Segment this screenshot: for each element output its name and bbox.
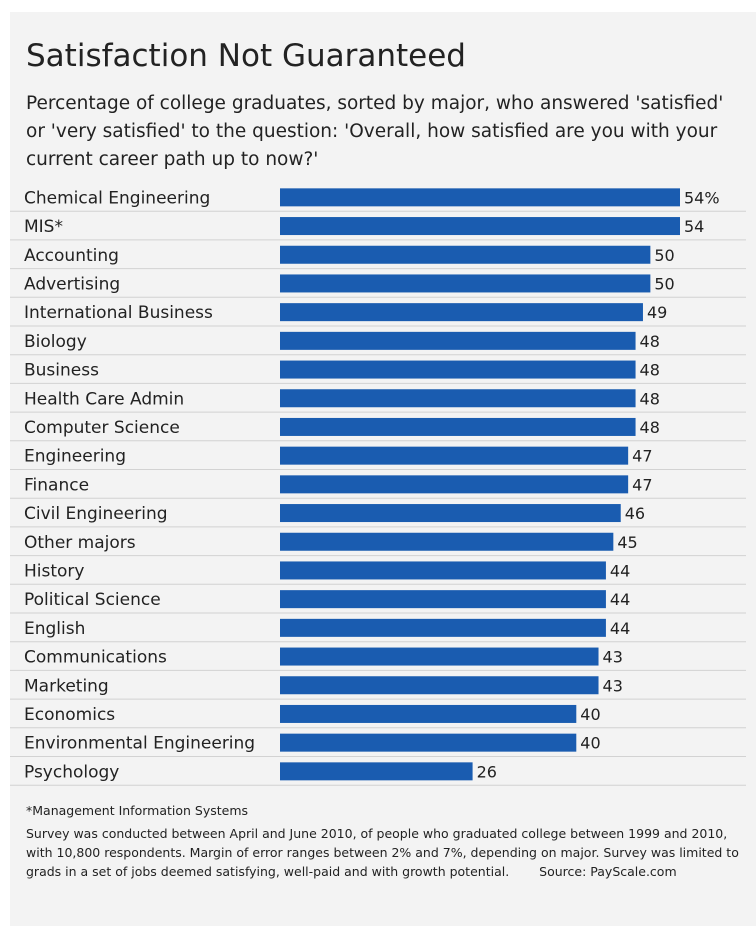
- bar: [280, 647, 599, 666]
- bar: [280, 446, 629, 465]
- category-label: Marketing: [24, 676, 109, 696]
- value-label: 50: [654, 246, 674, 265]
- bar: [280, 618, 606, 637]
- category-label: Advertising: [24, 274, 120, 294]
- category-label: Health Care Admin: [24, 389, 184, 409]
- bar: [280, 532, 614, 551]
- survey-notes: Survey was conducted between April and J…: [26, 824, 746, 881]
- category-label: Other majors: [24, 533, 136, 553]
- value-labels: 54%5450504948484848474746454444444343404…: [477, 188, 720, 781]
- category-label: Chemical Engineering: [24, 188, 210, 208]
- value-label: 40: [580, 705, 600, 724]
- bar: [280, 360, 636, 379]
- value-label: 49: [647, 303, 667, 322]
- value-label: 54: [684, 217, 704, 236]
- row-dividers: [10, 210, 746, 786]
- value-label: 48: [640, 361, 660, 380]
- category-label: Engineering: [24, 447, 126, 467]
- value-label: 48: [640, 389, 660, 408]
- value-label: 48: [640, 332, 660, 351]
- category-label: Communications: [24, 648, 167, 668]
- bar: [280, 389, 636, 408]
- bar: [280, 733, 577, 752]
- category-label: Political Science: [24, 590, 161, 610]
- footnote: *Management Information Systems: [26, 803, 249, 818]
- value-label: 26: [477, 762, 497, 781]
- value-label: 45: [617, 533, 637, 552]
- bar: [280, 704, 577, 723]
- value-label: 40: [580, 734, 600, 753]
- category-label: Environmental Engineering: [24, 734, 255, 754]
- category-label: International Business: [24, 303, 213, 323]
- category-label: Economics: [24, 705, 115, 725]
- bar: [280, 188, 680, 207]
- bar: [280, 504, 621, 523]
- bar: [280, 245, 651, 264]
- category-label: Finance: [24, 475, 89, 495]
- bar: [280, 561, 606, 580]
- value-label: 47: [632, 447, 652, 466]
- value-label: 44: [610, 619, 630, 638]
- category-label: MIS*: [24, 217, 63, 237]
- survey-notes-text: Survey was conducted between April and J…: [26, 826, 739, 879]
- chart-subtitle: Percentage of college graduates, sorted …: [26, 93, 724, 170]
- value-label: 48: [640, 418, 660, 437]
- value-label: 43: [603, 676, 623, 695]
- value-label: 44: [610, 561, 630, 580]
- bar: [280, 417, 636, 436]
- bar: [280, 217, 680, 236]
- category-label: Biology: [24, 332, 87, 352]
- bars-group: [280, 188, 680, 781]
- bar: [280, 762, 473, 781]
- bar: [280, 274, 651, 293]
- category-label: Psychology: [24, 762, 119, 782]
- value-label: 43: [603, 648, 623, 667]
- category-labels: Chemical Engineering MIS* Accounting Advert…: [24, 188, 255, 782]
- value-label: 44: [610, 590, 630, 609]
- bar: [280, 590, 606, 609]
- category-label: Business: [24, 361, 99, 381]
- category-label: Computer Science: [24, 418, 180, 438]
- bar: [280, 303, 643, 322]
- category-label: Accounting: [24, 246, 119, 266]
- category-label: English: [24, 619, 85, 639]
- value-label: 47: [632, 475, 652, 494]
- source-label: Source: PayScale.com: [539, 864, 677, 879]
- value-label: 50: [654, 274, 674, 293]
- value-label: 46: [625, 504, 645, 523]
- value-label: 54%: [684, 188, 720, 207]
- chart-title: Satisfaction Not Guaranteed: [26, 38, 466, 74]
- bar: [280, 676, 599, 695]
- bar: [280, 331, 636, 350]
- category-label: History: [24, 561, 84, 581]
- category-label: Civil Engineering: [24, 504, 168, 524]
- bar: [280, 475, 629, 494]
